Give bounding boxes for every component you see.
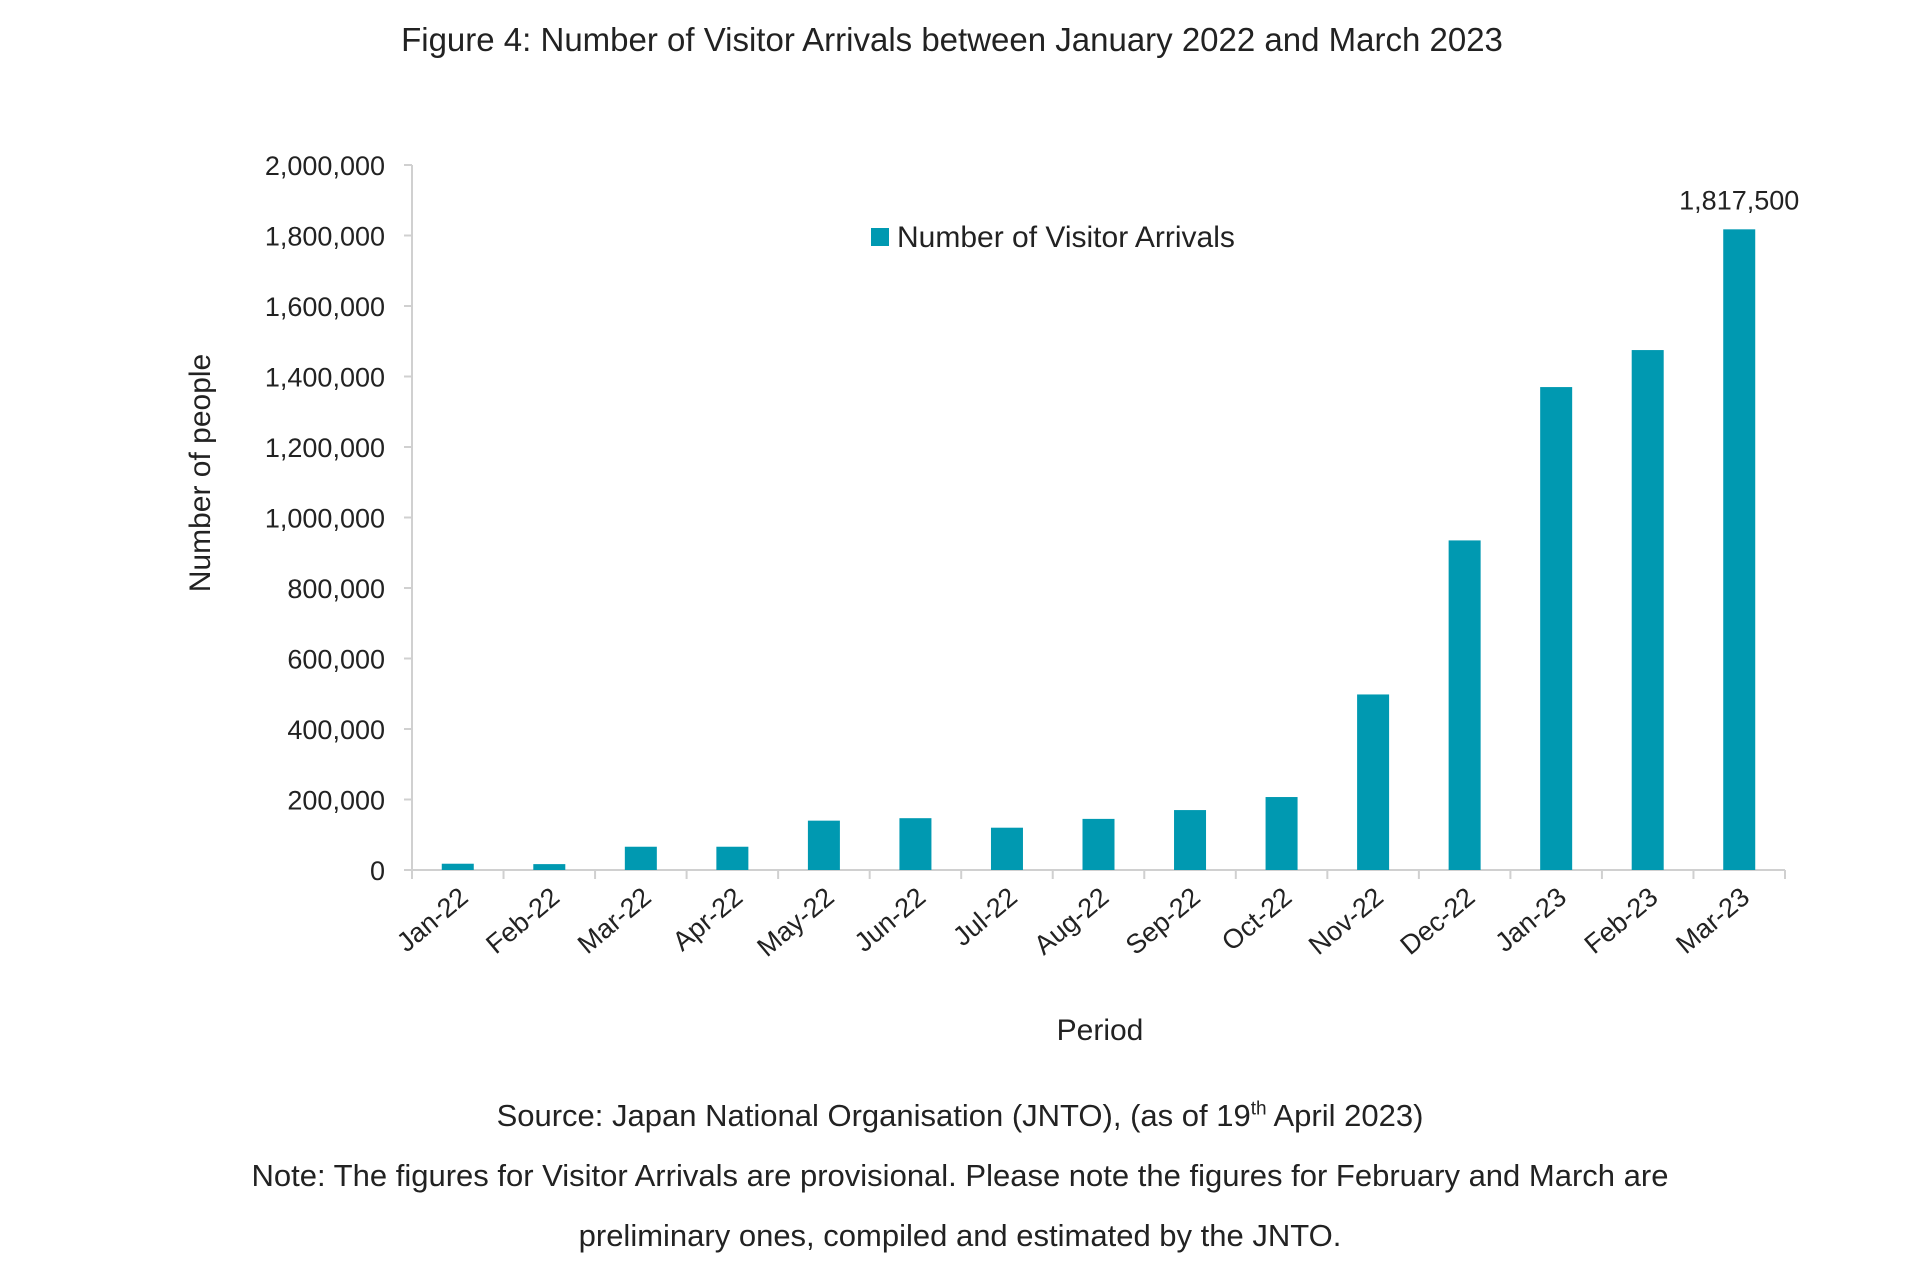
x-tick-label: Aug-22 [1028, 882, 1114, 961]
bar-chart: Figure 4: Number of Visitor Arrivals bet… [184, 21, 1799, 1047]
x-tick-label: Oct-22 [1216, 882, 1297, 957]
y-tick-label: 1,800,000 [265, 222, 385, 252]
bar-oct-22 [1265, 797, 1298, 870]
x-tick-label: Sep-22 [1120, 882, 1206, 961]
x-tick-label: Nov-22 [1303, 882, 1389, 961]
y-tick-label: 600,000 [287, 645, 385, 675]
bar-feb-23 [1631, 350, 1664, 870]
x-tick-label: Mar-22 [572, 882, 657, 960]
x-tick-label: Feb-22 [480, 882, 565, 960]
bar-jan-22 [441, 863, 474, 870]
legend: Number of Visitor Arrivals [871, 221, 1235, 254]
chart-title: Figure 4: Number of Visitor Arrivals bet… [401, 21, 1503, 58]
data-label: 1,817,500 [1679, 185, 1799, 215]
x-tick-label: Mar-23 [1670, 882, 1755, 960]
x-tick-label: Apr-22 [667, 882, 748, 957]
x-tick-label: Jan-22 [391, 882, 474, 958]
source-text-end: April 2023) [1266, 1098, 1424, 1133]
x-tick-label: Feb-23 [1579, 882, 1664, 960]
y-tick-label: 1,200,000 [265, 433, 385, 463]
x-tick-label: Jun-22 [849, 882, 932, 958]
y-tick-label: 1,400,000 [265, 363, 385, 393]
x-axis-label: Period [1057, 1014, 1144, 1047]
y-tick-label: 0 [370, 856, 385, 886]
y-tick-label: 2,000,000 [265, 151, 385, 181]
x-tick-label: Jul-22 [947, 882, 1023, 952]
bar-dec-22 [1448, 540, 1481, 870]
bar-jan-23 [1540, 387, 1573, 870]
bar-sep-22 [1174, 810, 1207, 870]
bar-jun-22 [899, 818, 932, 870]
note-line-2: preliminary ones, compiled and estimated… [578, 1218, 1342, 1253]
legend-label: Number of Visitor Arrivals [897, 221, 1235, 254]
source-text: Source: Japan National Organisation (JNT… [496, 1098, 1251, 1133]
y-tick-label: 200,000 [287, 786, 385, 816]
legend-swatch [871, 228, 889, 246]
bar-mar-22 [624, 846, 657, 870]
note-line-1: Note: The figures for Visitor Arrivals a… [251, 1158, 1669, 1193]
y-axis-label: Number of people [184, 354, 217, 592]
x-tick-label: Jan-23 [1489, 882, 1572, 958]
bar-may-22 [807, 820, 840, 870]
bar-feb-22 [533, 864, 566, 870]
y-tick-label: 400,000 [287, 715, 385, 745]
source-note: Source: Japan National Organisation (JNT… [0, 1098, 1920, 1134]
y-tick-label: 800,000 [287, 574, 385, 604]
source-superscript: th [1250, 1098, 1267, 1120]
x-tick-label: May-22 [752, 882, 840, 963]
bar-jul-22 [990, 827, 1023, 870]
y-tick-label: 1,000,000 [265, 504, 385, 534]
x-tick-label: Dec-22 [1395, 882, 1481, 961]
y-tick-label: 1,600,000 [265, 292, 385, 322]
bar-nov-22 [1357, 694, 1390, 870]
bar-apr-22 [716, 846, 749, 870]
bar-aug-22 [1082, 818, 1115, 870]
bar-mar-23 [1723, 229, 1756, 871]
